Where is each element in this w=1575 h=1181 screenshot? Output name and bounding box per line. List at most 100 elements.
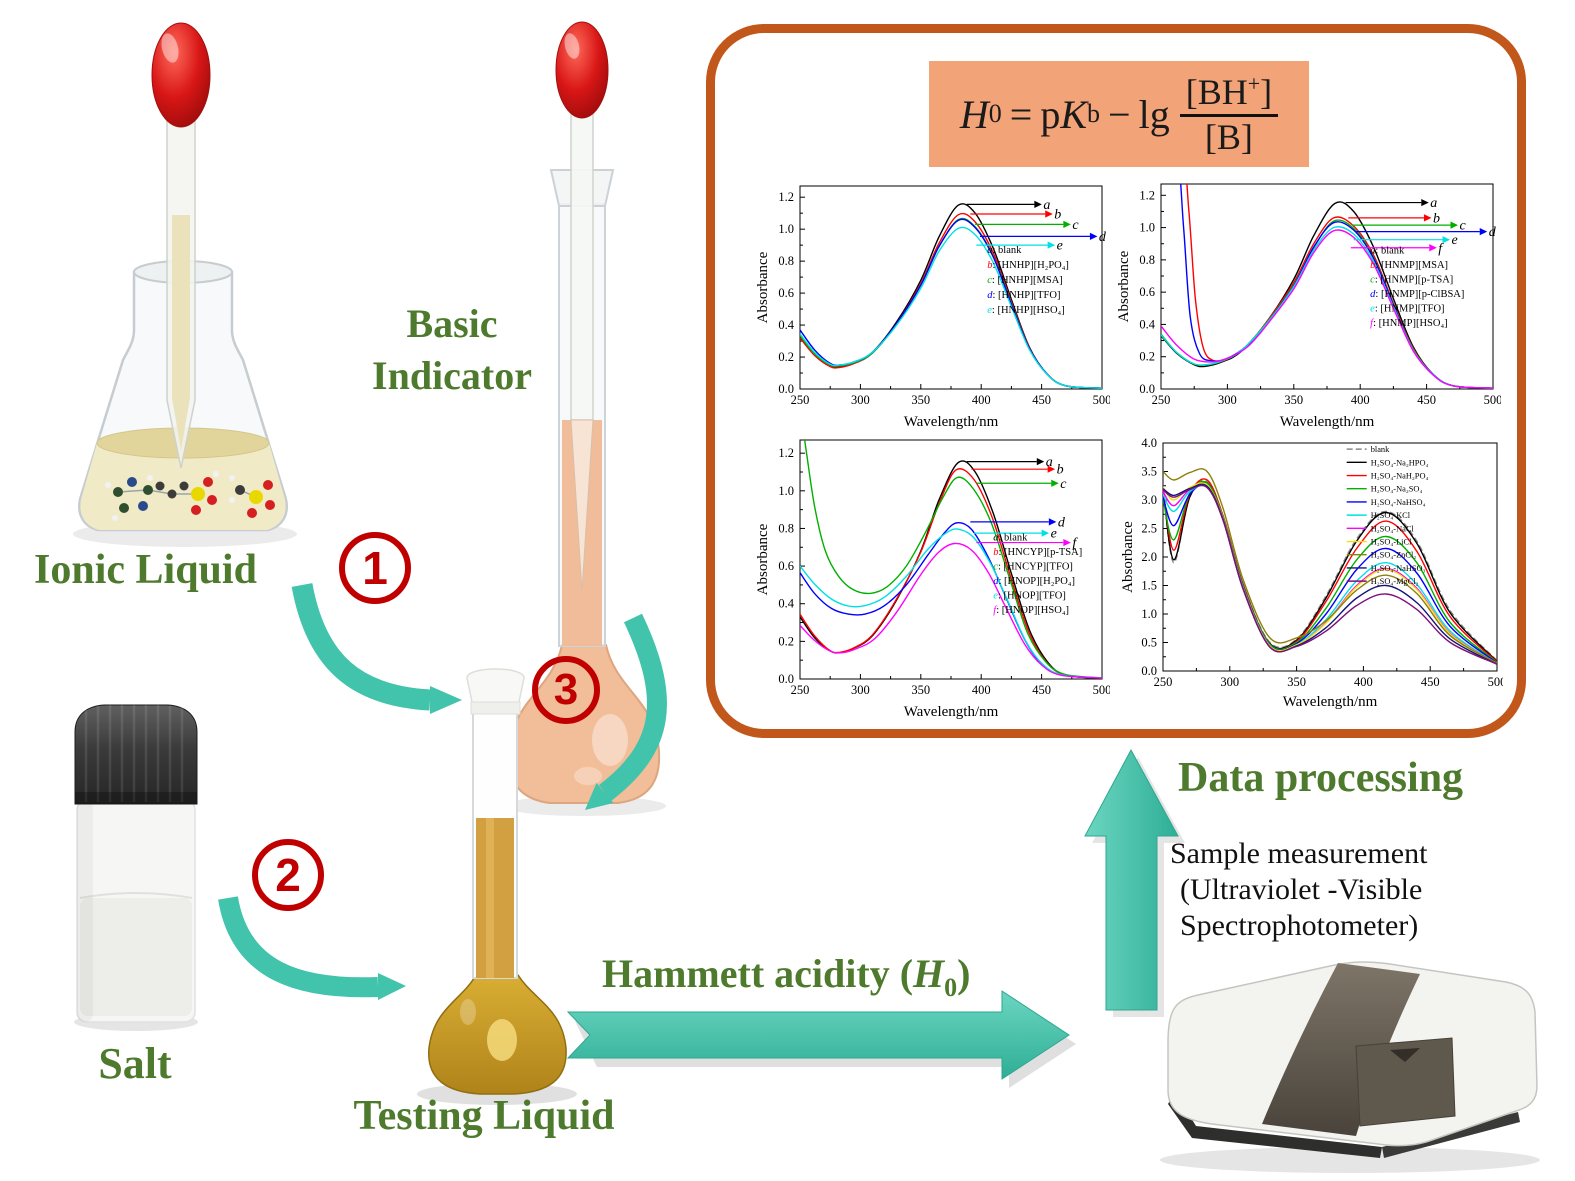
- flow-arrows: [218, 583, 667, 1000]
- testing-liquid-label: Testing Liquid: [353, 1093, 615, 1139]
- svg-text:250: 250: [791, 393, 810, 407]
- svg-text:0.6: 0.6: [778, 559, 794, 573]
- svg-text:e: [HNMP][TFO]: e: [HNMP][TFO]: [1370, 304, 1444, 315]
- svg-text:350: 350: [911, 393, 930, 407]
- svg-text:a: a: [1430, 196, 1437, 211]
- svg-text:0.4: 0.4: [778, 318, 794, 332]
- svg-text:350: 350: [911, 683, 930, 697]
- svg-text:Wavelength/nm: Wavelength/nm: [1283, 694, 1378, 710]
- svg-text:2.5: 2.5: [1141, 522, 1157, 536]
- svg-text:H₂SO₄-MgCl₂: H₂SO₄-MgCl₂: [1371, 577, 1419, 586]
- svg-text:f: f: [1438, 241, 1444, 256]
- svg-text:c: c: [1460, 219, 1467, 234]
- svg-text:0.6: 0.6: [778, 286, 794, 300]
- arrow-step2: [218, 896, 379, 998]
- ionic-liquid-label: Ionic Liquid: [34, 547, 257, 593]
- svg-text:1.0: 1.0: [778, 484, 794, 498]
- svg-text:400: 400: [1351, 393, 1370, 407]
- svg-text:450: 450: [1421, 675, 1440, 689]
- svg-text:d: [HNHP][TFO]: d: [HNHP][TFO]: [987, 290, 1060, 301]
- equation-fraction: [BH+] [B]: [1179, 72, 1279, 157]
- svg-text:H₂SO₄-NaHSO₄: H₂SO₄-NaHSO₄: [1371, 498, 1426, 507]
- hammett-prefix: Hammett acidity (: [602, 951, 914, 996]
- svg-text:350: 350: [1287, 675, 1306, 689]
- svg-text:e: [HNHP][HSO₄]: e: [HNHP][HSO₄]: [987, 305, 1064, 316]
- svg-text:e: [HNOP][TFO]: e: [HNOP][TFO]: [993, 590, 1066, 601]
- arrow-step3: [598, 613, 667, 801]
- svg-text:250: 250: [1154, 675, 1173, 689]
- svg-text:500: 500: [1093, 393, 1110, 407]
- svg-text:c: [HNMP][p-TSA]: c: [HNMP][p-TSA]: [1370, 275, 1453, 286]
- svg-text:0.6: 0.6: [1139, 285, 1155, 299]
- hammett-arrow: [566, 990, 1076, 1088]
- svg-text:b: [HNCYP][p-TSA]: b: [HNCYP][p-TSA]: [993, 547, 1082, 558]
- svg-text:Absorbance: Absorbance: [1116, 250, 1132, 322]
- svg-text:0.8: 0.8: [778, 254, 794, 268]
- uv-vis-chart-hnmp: 250 300 350 400 450 500 0.0 0.2 0.4 0.6 0.8 1.0 1.2 W…: [1115, 177, 1501, 431]
- sample-line3: Spectrophotometer): [1180, 909, 1419, 942]
- svg-text:a: a: [1043, 198, 1050, 213]
- svg-text:0.4: 0.4: [1139, 317, 1155, 331]
- molecule-models: [105, 471, 275, 521]
- hammett-suffix: ): [957, 951, 971, 996]
- svg-text:400: 400: [972, 683, 991, 697]
- dropper-ionic: [151, 22, 211, 469]
- svg-text:0.2: 0.2: [1139, 350, 1155, 364]
- step-2-badge: 2: [252, 839, 324, 911]
- arrow-step1: [291, 583, 431, 711]
- svg-text:0.0: 0.0: [778, 382, 794, 396]
- svg-text:0.2: 0.2: [778, 634, 794, 648]
- svg-text:Absorbance: Absorbance: [755, 523, 771, 595]
- sample-line2: (Ultraviolet -Visible: [1180, 873, 1423, 906]
- step-1-badge: 1: [339, 532, 411, 604]
- svg-text:0.4: 0.4: [778, 597, 794, 611]
- svg-text:300: 300: [1218, 393, 1237, 407]
- svg-text:H₂SO₄-ZnCl₂: H₂SO₄-ZnCl₂: [1371, 551, 1417, 560]
- svg-text:1.0: 1.0: [1141, 607, 1157, 621]
- svg-text:e: e: [1452, 233, 1458, 248]
- svg-text:a: a: [1046, 455, 1053, 470]
- hammett-acidity-label: Hammett acidity (H0): [602, 950, 970, 1003]
- svg-text:1.0: 1.0: [778, 222, 794, 236]
- svg-text:0.0: 0.0: [1141, 664, 1157, 678]
- hammett-h: H: [913, 951, 945, 996]
- equation-h: H: [959, 91, 989, 137]
- svg-text:b: b: [1054, 207, 1061, 222]
- svg-text:Absorbance: Absorbance: [755, 251, 771, 323]
- svg-text:3.0: 3.0: [1141, 493, 1157, 507]
- salt-label: Salt: [98, 1039, 172, 1088]
- svg-text:Wavelength/nm: Wavelength/nm: [904, 704, 999, 720]
- svg-text:450: 450: [1417, 393, 1436, 407]
- svg-text:300: 300: [851, 393, 870, 407]
- basic-indicator-label: Basic Indicator: [338, 298, 566, 402]
- svg-text:a: blank: a: blank: [1370, 246, 1405, 257]
- svg-text:b: [HNMP][MSA]: b: [HNMP][MSA]: [1370, 260, 1448, 271]
- svg-text:0.5: 0.5: [1141, 636, 1157, 650]
- svg-text:c: c: [1072, 218, 1079, 233]
- equation-minus: −: [1108, 91, 1131, 137]
- sample-measurement-note: Sample measurement (Ultraviolet -Visible…: [1170, 836, 1510, 944]
- svg-text:e: e: [1051, 527, 1057, 542]
- svg-text:0.0: 0.0: [778, 672, 794, 686]
- svg-text:H₂SO₄-Na₂HPO₄: H₂SO₄-Na₂HPO₄: [1371, 458, 1429, 467]
- svg-text:300: 300: [1220, 675, 1239, 689]
- svg-text:H₂SO₄-Na₂SO₄: H₂SO₄-Na₂SO₄: [1371, 485, 1423, 494]
- svg-text:4.0: 4.0: [1141, 436, 1157, 450]
- uv-vis-chart-hncyp-hnop: 250 300 350 400 450 500 0.0 0.2 0.4 0.6 0.8 1.0 1.2 W…: [754, 433, 1110, 721]
- equation-p: p: [1040, 91, 1061, 137]
- svg-text:c: [HNHP][MSA]: c: [HNHP][MSA]: [987, 275, 1063, 286]
- equation-denominator: [B]: [1204, 116, 1253, 157]
- svg-text:500: 500: [1093, 683, 1110, 697]
- svg-text:H₂SO₄-NaHSO₃: H₂SO₄-NaHSO₃: [1371, 564, 1426, 573]
- svg-text:250: 250: [791, 683, 810, 697]
- svg-text:250: 250: [1152, 393, 1171, 407]
- svg-text:Absorbance: Absorbance: [1120, 521, 1136, 593]
- svg-text:1.2: 1.2: [1139, 188, 1155, 202]
- data-processing-label: Data processing: [1178, 755, 1464, 801]
- uv-vis-chart-h2so4-salts: 250 300 350 400 450 500 0.0 0.5 1.0 1.5 2.0 2.5 3.0 3…: [1119, 435, 1503, 711]
- svg-text:1.2: 1.2: [778, 446, 794, 460]
- svg-text:b: [HNHP][H₂PO₄]: b: [HNHP][H₂PO₄]: [987, 260, 1069, 271]
- svg-text:c: [HNCYP][TFO]: c: [HNCYP][TFO]: [993, 561, 1073, 572]
